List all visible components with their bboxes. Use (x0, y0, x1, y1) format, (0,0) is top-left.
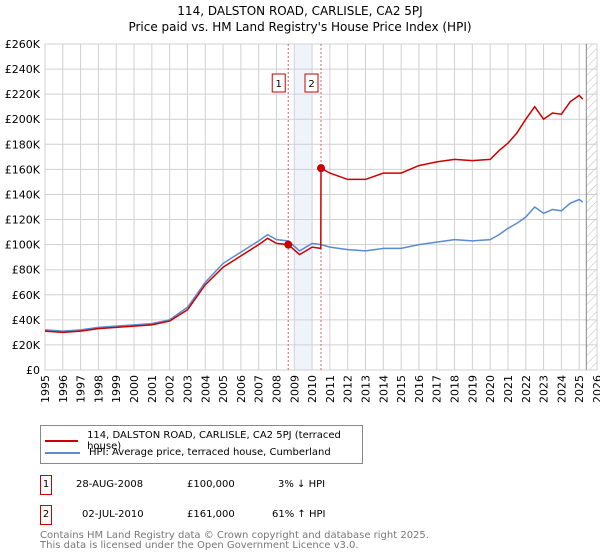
y-tick-label: £140K (5, 188, 41, 201)
y-tick-label: £100K (5, 239, 41, 252)
x-tick-label: 2006 (235, 375, 248, 403)
x-tick-label: 2015 (395, 375, 408, 403)
transaction-date: 02-JUL-2010 (82, 509, 144, 520)
transaction-row: 2 02-JUL-2010 £161,000 61% ↑ HPI (40, 505, 440, 525)
x-tick-label: 2019 (466, 375, 479, 403)
y-tick-label: £180K (5, 138, 41, 151)
x-tick-label: 2009 (288, 375, 301, 403)
x-tick-label: 2017 (431, 375, 444, 403)
sale-point (317, 164, 325, 173)
x-tick-label: 1999 (110, 375, 123, 403)
legend-item-property: 114, DALSTON ROAD, CARLISLE, CA2 5PJ (te… (45, 430, 362, 452)
x-tick-label: 2025 (573, 375, 586, 403)
hpi-series-line (44, 198, 584, 332)
y-tick-label: £260K (5, 38, 41, 51)
transaction-hpi: 61% ↑ HPI (272, 509, 326, 520)
legend-swatch (45, 440, 79, 442)
x-tick-label: 2018 (449, 375, 462, 403)
sale-point (284, 240, 293, 249)
marker-box (271, 73, 286, 93)
x-tick-label: 2026 (591, 375, 600, 403)
x-tick-label: 1998 (92, 375, 105, 403)
marker-box (304, 73, 319, 93)
y-tick-label: £80K (12, 264, 41, 277)
x-tick-label: 2011 (324, 375, 337, 403)
x-tick-label: 1995 (39, 375, 52, 403)
x-tick-label: 2024 (555, 375, 568, 403)
x-tick-label: 2012 (342, 375, 355, 403)
x-tick-label: 2013 (360, 375, 373, 403)
forecast-hatch (586, 44, 597, 370)
x-tick-label: 2016 (413, 375, 426, 403)
legend-item-hpi: HPI: Average price, terraced house, Cumb… (45, 447, 331, 458)
footer-copyright: Contains HM Land Registry data © Crown c… (40, 530, 429, 541)
footer-licence: This data is licensed under the Open Gov… (40, 540, 359, 551)
y-tick-label: £160K (5, 163, 41, 176)
x-tick-label: 2004 (199, 375, 212, 403)
chart-title: 114, DALSTON ROAD, CARLISLE, CA2 5PJ (177, 4, 423, 18)
x-tick-label: 2002 (164, 375, 177, 403)
y-tick-label: £200K (5, 113, 41, 126)
legend-label: 114, DALSTON ROAD, CARLISLE, CA2 5PJ (te… (87, 430, 341, 452)
shaded-range (294, 44, 313, 370)
x-tick-label: 2023 (538, 375, 551, 403)
x-tick-label: 2010 (306, 375, 319, 403)
x-tick-label: 2008 (270, 375, 283, 403)
y-tick-label: £220K (5, 88, 41, 101)
x-tick-label: 2020 (484, 375, 497, 403)
x-tick-label: 2001 (146, 375, 159, 403)
x-tick-label: 1996 (57, 375, 70, 403)
y-tick-label: £60K (12, 289, 41, 302)
x-tick-label: 2022 (520, 375, 533, 403)
transaction-date: 28-AUG-2008 (76, 479, 144, 490)
y-tick-label: £0 (26, 364, 40, 377)
y-tick-label: £120K (5, 214, 41, 227)
transaction-number: 1 (40, 475, 52, 495)
x-tick-label: 2003 (181, 375, 194, 403)
x-tick-label: 2005 (217, 375, 230, 403)
transaction-price: £161,000 (187, 509, 235, 520)
transaction-hpi: 3% ↓ HPI (278, 479, 326, 490)
y-tick-label: £20K (12, 339, 41, 352)
transaction-number: 2 (40, 505, 52, 525)
footer: Contains HM Land Registry data © Crown c… (40, 531, 429, 551)
x-tick-label: 1997 (75, 375, 88, 403)
marker-label: 2 (308, 79, 314, 90)
x-tick-label: 2000 (128, 375, 141, 403)
x-tick-label: 2007 (253, 375, 266, 403)
transaction-price: £100,000 (187, 479, 235, 490)
y-tick-label: £40K (12, 314, 41, 327)
legend-label: HPI: Average price, terraced house, Cumb… (89, 447, 331, 458)
legend: 114, DALSTON ROAD, CARLISLE, CA2 5PJ (te… (40, 425, 363, 464)
transaction-row: 1 28-AUG-2008 £100,000 3% ↓ HPI (40, 475, 440, 495)
price-chart: 1995 1996 1997 1998 1999 2000 2001 2002 2003 2004… (5, 38, 600, 403)
x-tick-label: 2014 (377, 375, 390, 403)
marker-label: 1 (276, 79, 282, 90)
property-series-line (44, 94, 584, 334)
legend-swatch (45, 451, 80, 454)
y-tick-label: £240K (5, 63, 41, 76)
x-tick-label: 2021 (502, 375, 515, 403)
chart-subtitle: Price paid vs. HM Land Registry's House … (128, 20, 472, 34)
